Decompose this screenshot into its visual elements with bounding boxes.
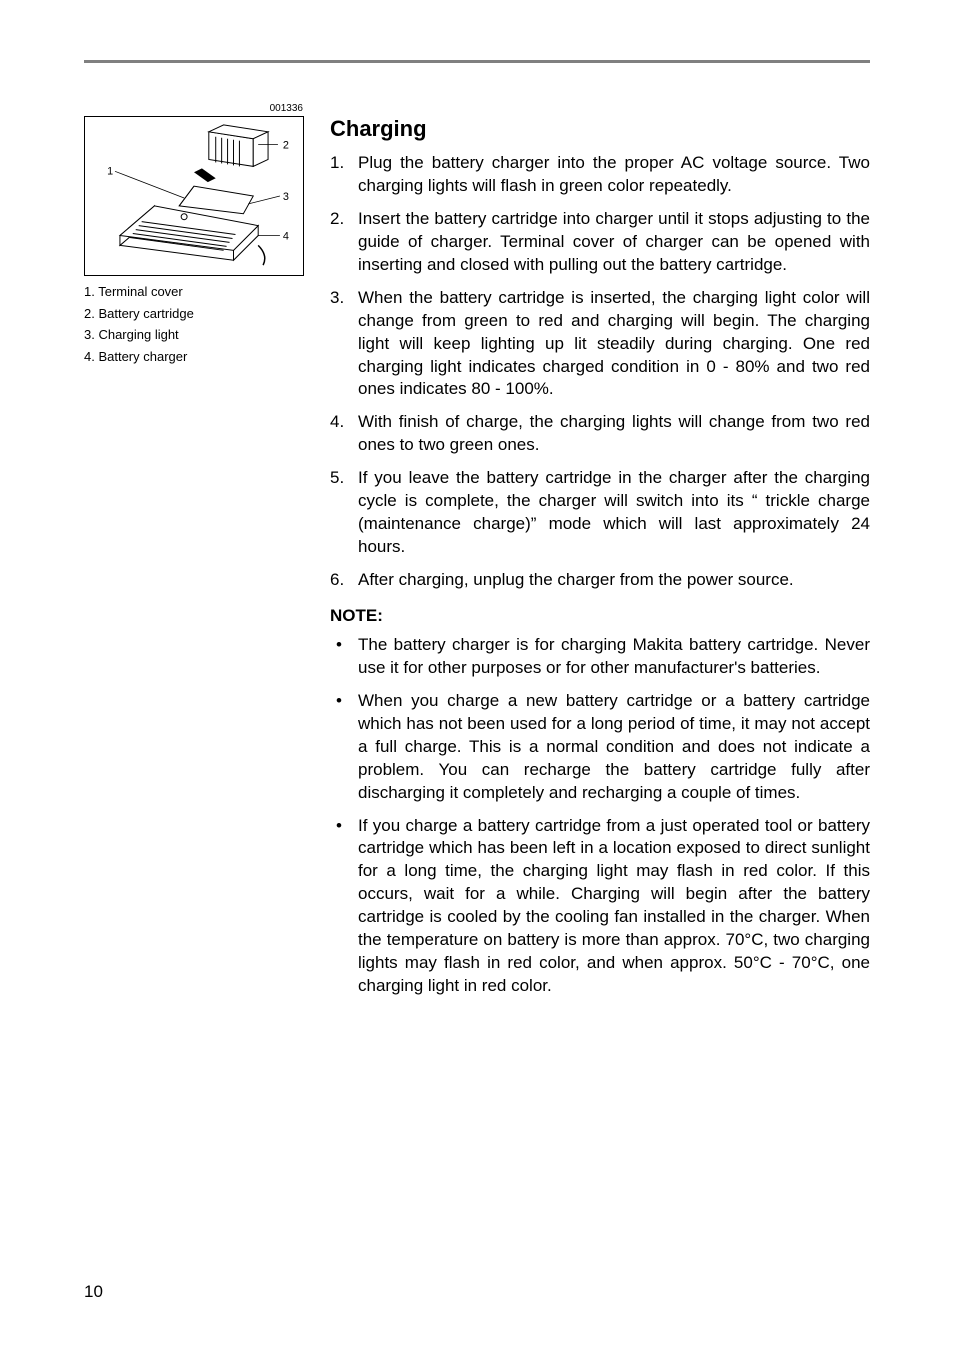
steps-list: 1. Plug the battery charger into the pro… <box>330 152 870 592</box>
bullet-icon: • <box>330 690 358 805</box>
section-title: Charging <box>330 116 870 142</box>
charger-illustration: 1 2 3 4 <box>85 117 303 275</box>
note-item: • The battery charger is for charging Ma… <box>330 634 870 680</box>
note-item: • If you charge a battery cartridge from… <box>330 815 870 999</box>
step-number: 4. <box>330 411 358 457</box>
step-number: 5. <box>330 467 358 559</box>
callout-2: 2 <box>283 140 289 152</box>
legend-item: 4. Battery charger <box>84 347 304 367</box>
step-item: 6. After charging, unplug the charger fr… <box>330 569 870 592</box>
step-item: 4. With finish of charge, the charging l… <box>330 411 870 457</box>
step-item: 2. Insert the battery cartridge into cha… <box>330 208 870 277</box>
bullet-icon: • <box>330 634 358 680</box>
note-text: The battery charger is for charging Maki… <box>358 634 870 680</box>
step-text: If you leave the battery cartridge in th… <box>358 467 870 559</box>
figure-legend: 1. Terminal cover 2. Battery cartridge 3… <box>84 282 304 366</box>
note-text: When you charge a new battery cartridge … <box>358 690 870 805</box>
bullet-icon: • <box>330 815 358 999</box>
figure-box: 001336 <box>84 116 304 276</box>
step-text: After charging, unplug the charger from … <box>358 569 870 592</box>
step-item: 3. When the battery cartridge is inserte… <box>330 287 870 402</box>
legend-item: 1. Terminal cover <box>84 282 304 302</box>
left-column: 001336 <box>84 116 304 368</box>
page-number: 10 <box>84 1282 103 1302</box>
note-item: • When you charge a new battery cartridg… <box>330 690 870 805</box>
step-text: When the battery cartridge is inserted, … <box>358 287 870 402</box>
callout-4: 4 <box>283 230 289 242</box>
callout-1: 1 <box>107 165 113 177</box>
step-text: Plug the battery charger into the proper… <box>358 152 870 198</box>
step-number: 3. <box>330 287 358 402</box>
step-number: 2. <box>330 208 358 277</box>
step-number: 6. <box>330 569 358 592</box>
step-text: With finish of charge, the charging ligh… <box>358 411 870 457</box>
step-item: 1. Plug the battery charger into the pro… <box>330 152 870 198</box>
note-title: NOTE: <box>330 606 870 626</box>
figure-id: 001336 <box>270 103 303 114</box>
legend-item: 2. Battery cartridge <box>84 304 304 324</box>
right-column: Charging 1. Plug the battery charger int… <box>330 116 870 1008</box>
note-text: If you charge a battery cartridge from a… <box>358 815 870 999</box>
step-item: 5. If you leave the battery cartridge in… <box>330 467 870 559</box>
step-text: Insert the battery cartridge into charge… <box>358 208 870 277</box>
legend-item: 3. Charging light <box>84 325 304 345</box>
callout-3: 3 <box>283 191 289 203</box>
notes-list: • The battery charger is for charging Ma… <box>330 634 870 998</box>
step-number: 1. <box>330 152 358 198</box>
top-rule <box>84 60 870 63</box>
